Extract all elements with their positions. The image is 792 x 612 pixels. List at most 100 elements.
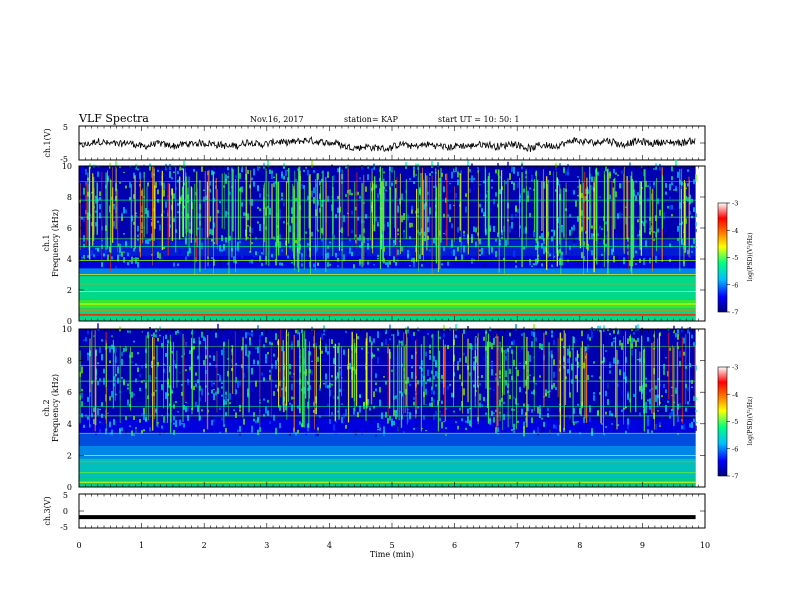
spectrogram-cell [597,243,599,248]
spectrogram-cell [625,253,627,257]
spectrogram-cell [229,191,231,195]
spectrogram-cell [591,185,593,191]
spectrogram-cell [605,254,607,261]
spectrogram-cell [367,165,369,169]
spectrogram-cell [409,178,411,181]
spectrogram-cell [443,246,445,252]
spectrogram-cell [483,401,485,406]
spectrogram-cell [245,392,247,394]
spectrogram-cell [497,433,499,435]
spectrogram-cell [605,390,607,397]
spectrogram-cell [683,351,685,356]
spectrogram-cell [585,188,587,195]
spectrogram-cell [613,179,615,183]
spectrogram-cell [141,407,143,412]
spectrogram-cell [531,391,533,395]
spectrogram-cell [157,220,159,223]
spectrogram-cell [201,331,203,338]
spectrogram-cell [175,425,177,427]
spectrogram-cell [489,207,491,212]
spectrogram-cell [211,394,213,398]
spectrogram-cell [639,344,641,347]
spectrogram-cell [329,185,331,188]
spectrogram-cell [601,255,603,259]
spectrogram-cell [189,416,191,424]
spectrogram-cell [445,434,447,436]
spectrogram-cell [557,396,559,401]
spectrogram-cell [531,409,533,413]
spectrogram-cell [509,368,511,375]
spectrogram-cell [199,415,201,421]
spectrogram-cell [525,417,527,423]
spectrogram-cell [141,380,143,383]
spectrogram-cell [549,390,551,392]
spectrogram-cell [473,356,475,359]
spectrogram-cell [479,383,481,386]
spectrogram-cell [205,210,207,215]
spectrogram-cell [213,242,215,244]
spectrogram-cell [443,421,445,423]
spectrogram-cell [187,251,189,257]
spectrogram-cell [185,256,187,261]
spectrogram-cell [567,164,569,172]
spectrogram-cell [447,261,449,266]
spectrogram-cell [93,335,95,337]
spectrogram-cell [603,433,605,435]
spectrogram-cell [417,230,419,234]
spectrogram-cell [393,256,395,263]
spectrogram-cell [463,236,465,241]
spectrogram-cell [605,221,607,225]
spectrogram-cell [199,340,201,345]
spectrogram-cell [379,356,381,361]
spectrogram-cell [155,327,157,333]
spectrogram-cell [181,168,183,171]
spectrogram-cell [645,383,647,388]
spectrogram-cell [421,373,423,379]
spectrogram-cell [519,225,521,229]
spectrogram-cell [427,259,429,264]
spectrogram-cell [607,342,609,348]
spectrogram-cell [131,259,133,264]
spectrogram-cell [121,392,123,395]
spectrogram-cell [671,182,673,186]
spectrogram-cell [619,211,621,218]
spectrogram-cell [343,215,345,222]
spectrogram-cell [479,238,481,245]
spectrogram-cell [95,248,97,250]
spectrogram-cell [269,421,271,425]
spectrogram-cell [173,398,175,405]
spectrogram-cell [181,391,183,396]
spectrogram-cell [611,413,613,417]
spectrogram-cell [327,351,329,355]
spectrogram-cell [257,203,259,206]
ch1-spectrogram-image [79,159,697,321]
spectrogram-cell [425,181,427,188]
spectrogram-cell [661,410,663,413]
spectrogram-cell [467,416,469,424]
spectrogram-cell [675,387,677,390]
x-tick-label: 3 [264,541,269,550]
spectrogram-cell [203,196,205,202]
spectrogram-cell [211,244,213,248]
spectrogram-cell [443,213,445,218]
spectrogram-cell [513,396,515,400]
spectrogram-cell [591,334,593,339]
spectrogram-cell [507,341,509,347]
spectrogram-cell [475,337,477,341]
spectrogram-cell [447,167,449,172]
spectrogram-cell [409,265,411,267]
spectrogram-cell [101,402,103,407]
spectrogram-cell [621,182,623,189]
spectrogram-cell [209,362,211,366]
spectrogram-cell [239,404,241,409]
spectrogram-cell [325,343,327,347]
spectrogram-cell [277,388,279,392]
spectrogram-cell [165,339,167,342]
spectrogram-cell [609,171,611,176]
spectrogram-cell [627,171,629,177]
spectrogram-band [79,445,696,459]
spectrogram-cell [253,359,255,365]
spectrogram-cell [327,252,329,259]
spectrogram-cell [655,231,657,238]
spectrogram-cell [267,194,269,197]
